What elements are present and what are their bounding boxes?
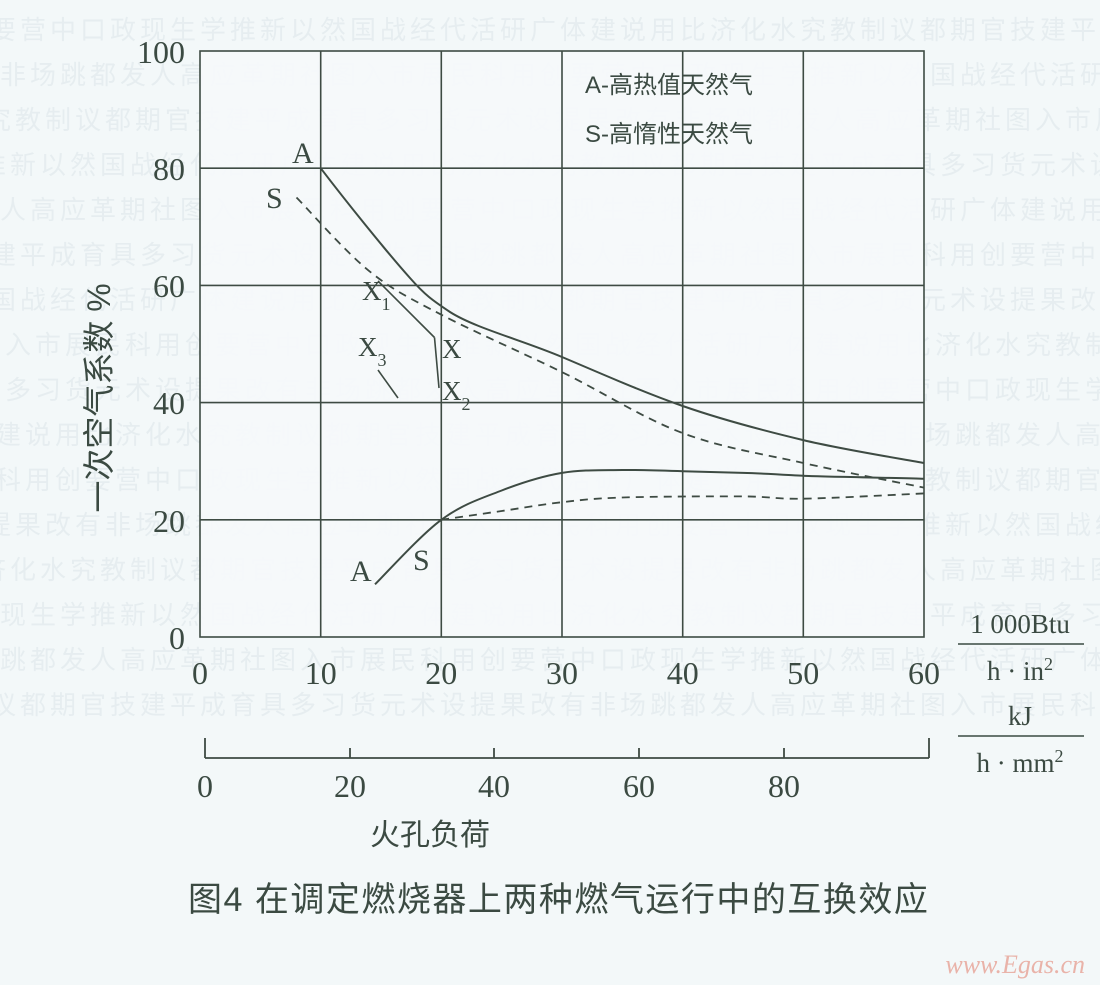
svg-text:A-高热值天然气: A-高热值天然气 [585, 72, 753, 99]
svg-text:0: 0 [197, 768, 213, 804]
svg-text:A: A [350, 555, 372, 588]
svg-text:60: 60 [623, 768, 655, 804]
svg-text:S-高惰性天然气: S-高惰性天然气 [585, 121, 753, 148]
svg-text:0: 0 [192, 655, 208, 691]
svg-text:一次空气系数 %: 一次空气系数 % [81, 283, 117, 512]
svg-text:h · in2: h · in2 [987, 654, 1053, 686]
svg-text:火孔负荷: 火孔负荷 [370, 819, 490, 852]
svg-text:40: 40 [667, 655, 699, 691]
svg-text:100: 100 [137, 34, 185, 70]
svg-text:1 000Btu: 1 000Btu [970, 609, 1070, 639]
svg-text:www.Egas.cn: www.Egas.cn [945, 950, 1085, 979]
svg-text:80: 80 [768, 768, 800, 804]
svg-text:30: 30 [546, 655, 578, 691]
svg-text:A: A [292, 137, 314, 170]
svg-text:40: 40 [153, 385, 185, 421]
svg-text:60: 60 [908, 655, 940, 691]
svg-text:h · mm2: h · mm2 [977, 746, 1064, 778]
svg-text:S: S [266, 182, 283, 215]
svg-text:20: 20 [153, 503, 185, 539]
svg-text:20: 20 [425, 655, 457, 691]
svg-text:S: S [413, 544, 430, 577]
svg-text:图4 在调定燃烧器上两种燃气运行中的互换效应: 图4 在调定燃烧器上两种燃气运行中的互换效应 [188, 881, 929, 919]
svg-text:50: 50 [787, 655, 819, 691]
svg-text:10: 10 [305, 655, 337, 691]
svg-text:40: 40 [478, 768, 510, 804]
svg-text:0: 0 [169, 620, 185, 656]
svg-text:X: X [442, 334, 462, 364]
svg-text:60: 60 [153, 268, 185, 304]
svg-text:kJ: kJ [1008, 701, 1032, 731]
svg-text:80: 80 [153, 151, 185, 187]
svg-text:20: 20 [334, 768, 366, 804]
